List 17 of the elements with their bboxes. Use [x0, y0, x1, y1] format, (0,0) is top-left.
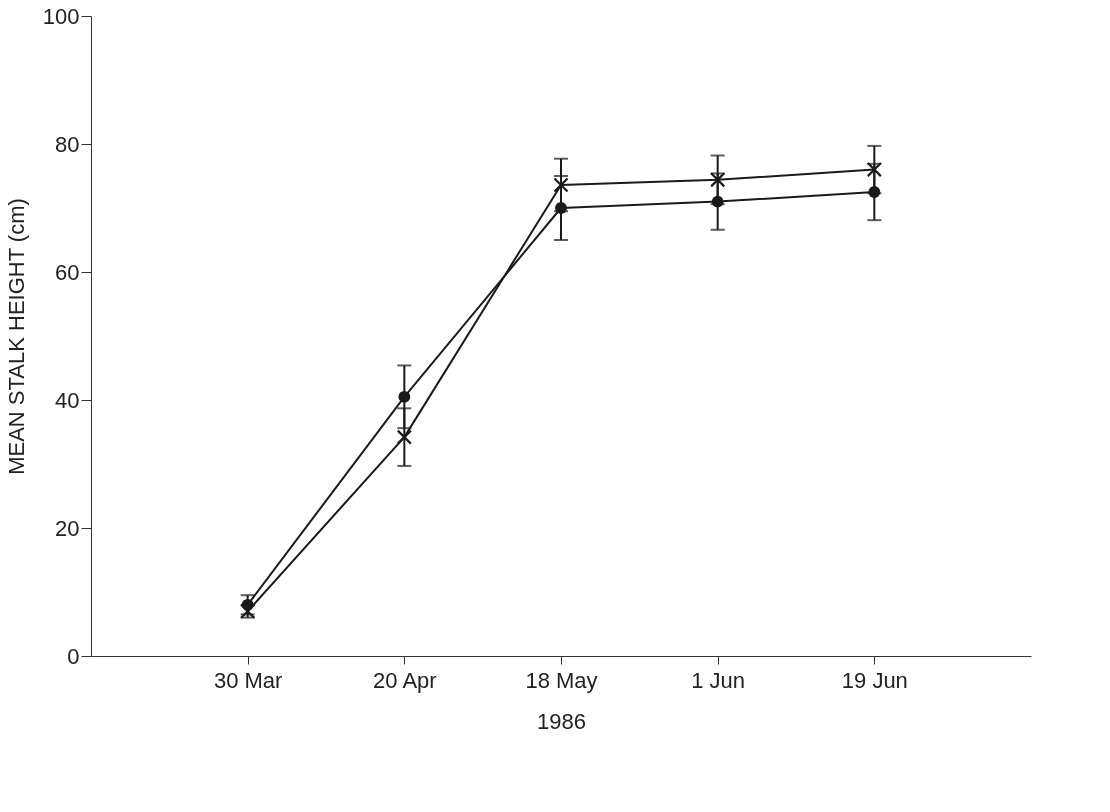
y-tick-label: 80 — [55, 131, 80, 157]
point — [553, 177, 569, 193]
x-axis-title: 1986 — [537, 708, 586, 734]
y-tick-label: 100 — [42, 3, 80, 29]
point — [396, 429, 412, 445]
x-tick-label: 30 Mar — [213, 667, 283, 693]
x-tick-label: 19 Jun — [841, 667, 908, 693]
x-tick-label: 20 Apr — [373, 667, 437, 693]
x-tick-label: 1 Jun — [691, 667, 746, 693]
y-tick-label: 20 — [55, 515, 80, 541]
point — [866, 161, 882, 178]
y-axis-title: MEAN STALK HEIGHT (cm) — [3, 198, 29, 475]
y-tick-label: 60 — [55, 259, 80, 285]
point — [710, 172, 726, 188]
y-tick-label: 0 — [67, 643, 80, 669]
x-tick-label: 18 May — [525, 667, 598, 693]
y-tick-label: 40 — [55, 387, 80, 413]
